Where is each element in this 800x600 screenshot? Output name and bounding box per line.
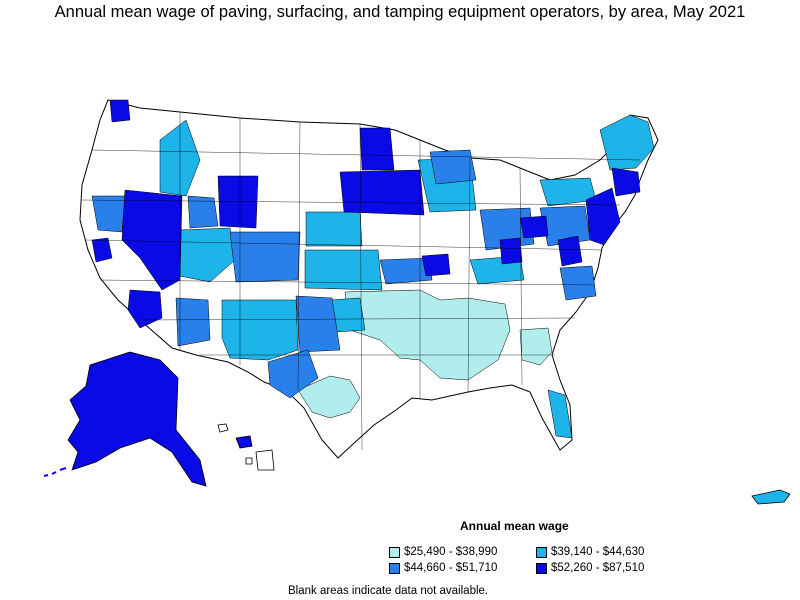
hawaii-island-3 — [255, 449, 275, 471]
footnote: Blank areas indicate data not available. — [288, 585, 489, 597]
hawaii-map — [217, 423, 275, 471]
legend-item-range-2: $39,140 - $44,630 — [536, 546, 644, 558]
legend-label-range-3: $44,660 - $51,710 — [404, 562, 498, 574]
range-3-areas — [91, 149, 597, 399]
area-borders — [81, 112, 641, 451]
hawaii-island-4 — [245, 457, 253, 465]
hawaii-island-2 — [235, 435, 253, 449]
range-4-areas — [91, 99, 641, 329]
puerto-rico-region — [751, 489, 791, 505]
legend-label-range-1: $25,490 - $38,990 — [404, 546, 498, 558]
legend-swatch-range-3 — [389, 562, 400, 574]
puerto-rico-map — [751, 489, 791, 505]
alaska-map — [43, 351, 207, 487]
map-title: Annual mean wage of paving, surfacing, a… — [54, 3, 746, 21]
legend-label-range-2: $39,140 - $44,630 — [551, 546, 645, 558]
legend-item-range-3: $44,660 - $51,710 — [389, 562, 497, 574]
legend-swatch-range-2 — [536, 546, 547, 558]
alaska-region — [67, 351, 207, 487]
legend-label-range-4: $52,260 - $87,510 — [551, 562, 645, 574]
hawaii-island-1 — [217, 423, 229, 433]
legend-item-range-1: $25,490 - $38,990 — [389, 546, 497, 558]
aleutian-islands — [43, 467, 67, 477]
legend-swatch-range-4 — [536, 562, 547, 574]
legend-title: Annual mean wage — [460, 519, 569, 533]
legend-item-range-4: $52,260 - $87,510 — [536, 562, 644, 574]
conus-map — [79, 99, 659, 459]
legend-swatch-range-1 — [389, 546, 400, 558]
